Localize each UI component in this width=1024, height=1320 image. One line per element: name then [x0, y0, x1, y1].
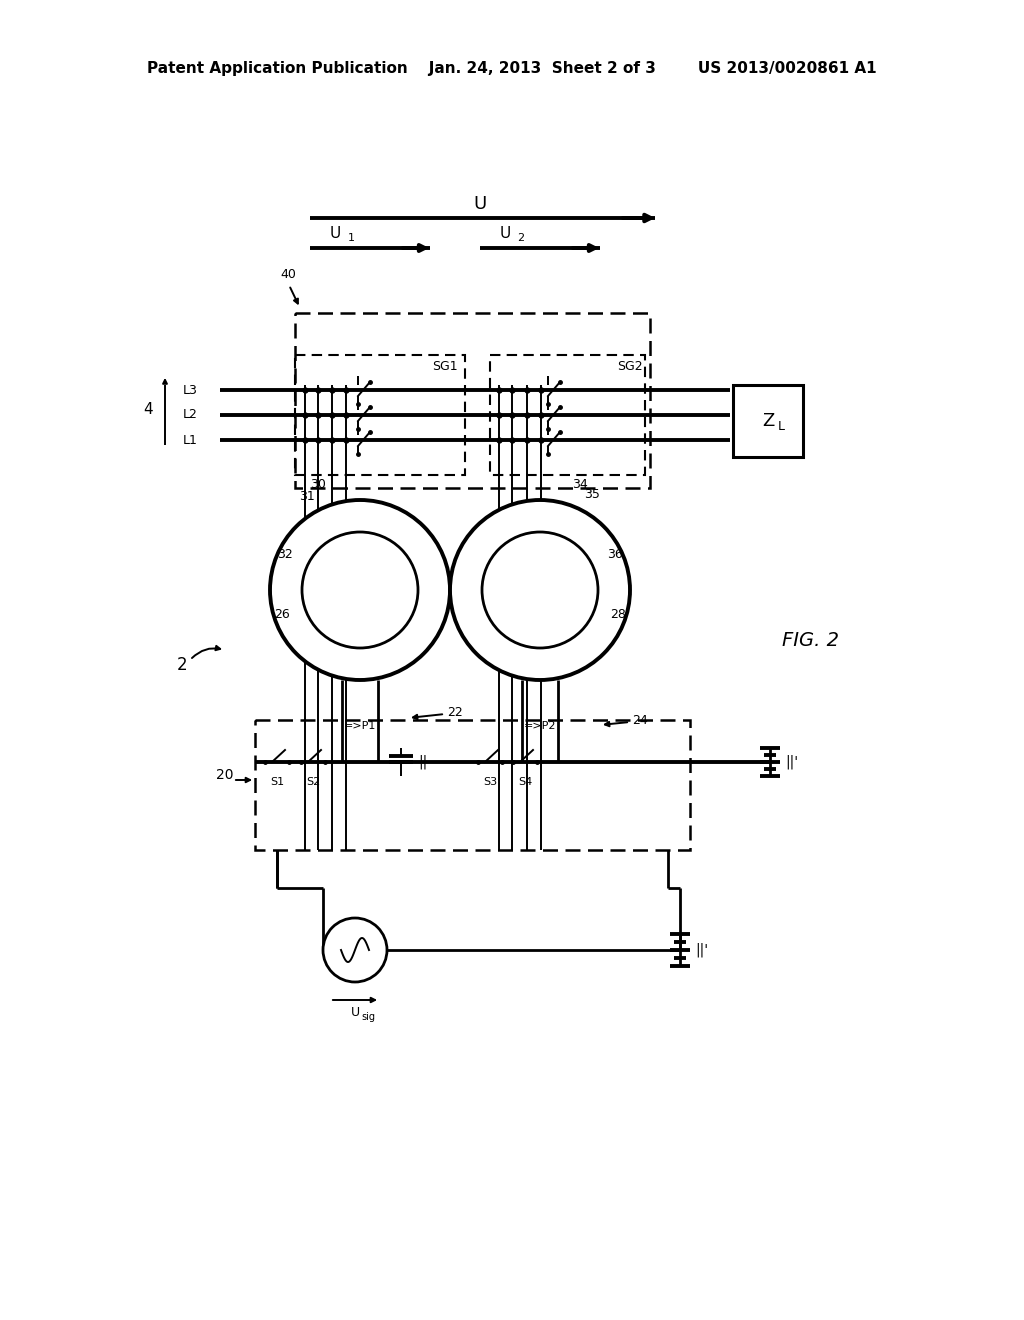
Text: SG1: SG1 — [432, 360, 458, 374]
Circle shape — [302, 532, 418, 648]
Circle shape — [482, 532, 598, 648]
Text: 22: 22 — [447, 705, 463, 718]
Text: L3: L3 — [182, 384, 198, 396]
Text: 40: 40 — [280, 268, 296, 281]
Text: Patent Application Publication    Jan. 24, 2013  Sheet 2 of 3        US 2013/002: Patent Application Publication Jan. 24, … — [147, 61, 877, 75]
Bar — [295, 313, 650, 488]
Text: 36: 36 — [607, 549, 623, 561]
Text: 24: 24 — [632, 714, 648, 726]
Bar — [733, 385, 803, 457]
Bar — [295, 355, 465, 475]
Text: sig: sig — [361, 1012, 375, 1022]
Text: L2: L2 — [182, 408, 198, 421]
Text: S2: S2 — [306, 777, 321, 787]
Text: 28: 28 — [610, 609, 626, 622]
Text: 34: 34 — [572, 479, 588, 491]
Text: 26: 26 — [274, 609, 290, 622]
Circle shape — [270, 500, 450, 680]
Text: 1: 1 — [347, 234, 354, 243]
Text: 35: 35 — [584, 488, 600, 502]
Text: U: U — [500, 226, 511, 240]
Text: ||: || — [419, 755, 428, 770]
Text: ||': ||' — [785, 755, 799, 770]
Text: U: U — [473, 195, 486, 213]
Text: S4: S4 — [518, 777, 532, 787]
Text: 32: 32 — [278, 549, 293, 561]
Text: 20: 20 — [216, 768, 233, 781]
Text: ||': ||' — [695, 942, 709, 957]
Circle shape — [323, 917, 387, 982]
Text: SG2: SG2 — [617, 360, 643, 374]
Text: =>P2: =>P2 — [523, 721, 556, 731]
Text: 30: 30 — [310, 479, 326, 491]
Text: S1: S1 — [270, 777, 284, 787]
Text: U: U — [330, 226, 341, 240]
Text: L1: L1 — [182, 433, 198, 446]
Bar — [255, 719, 690, 850]
Text: S3: S3 — [483, 777, 497, 787]
Text: U: U — [350, 1006, 359, 1019]
Text: 2: 2 — [517, 234, 524, 243]
Text: FIG. 2: FIG. 2 — [781, 631, 839, 649]
Text: 31: 31 — [299, 491, 314, 503]
Bar — [490, 355, 645, 475]
Text: 4: 4 — [143, 403, 153, 417]
Text: 2: 2 — [177, 656, 187, 675]
Circle shape — [450, 500, 630, 680]
Text: L: L — [777, 421, 784, 433]
Text: Z: Z — [762, 412, 774, 430]
Text: =>P1: =>P1 — [344, 721, 376, 731]
